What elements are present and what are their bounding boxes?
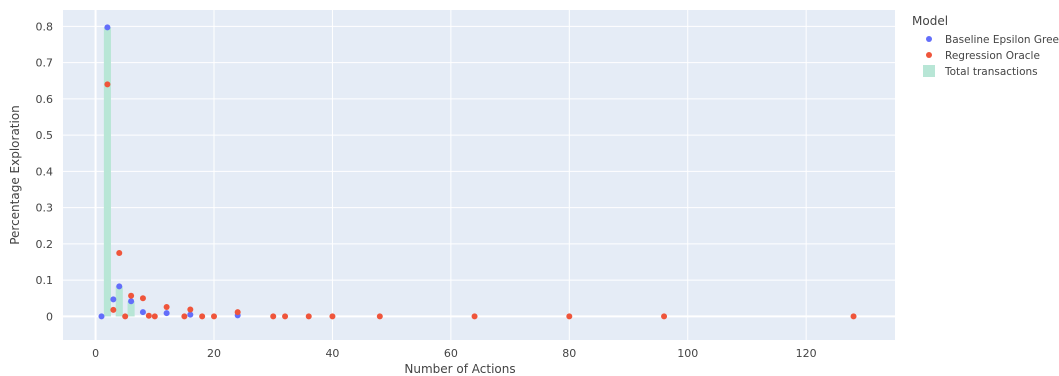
data-point xyxy=(199,313,206,320)
data-point xyxy=(163,310,170,317)
data-point xyxy=(110,306,117,313)
x-tick-label: 40 xyxy=(325,347,339,360)
bar xyxy=(103,27,111,317)
data-point xyxy=(145,312,152,319)
y-tick-label: 0.3 xyxy=(36,202,54,215)
data-point xyxy=(566,313,573,320)
x-tick-label: 100 xyxy=(677,347,698,360)
data-point xyxy=(234,309,241,316)
plot-background xyxy=(63,10,895,340)
legend-label: Baseline Epsilon Greedy xyxy=(945,34,1059,46)
data-point xyxy=(305,313,312,320)
data-point xyxy=(661,313,668,320)
data-point xyxy=(128,298,135,305)
y-axis-title: Percentage Exploration xyxy=(8,105,22,245)
x-tick-label: 0 xyxy=(92,347,99,360)
y-tick-label: 0.4 xyxy=(36,165,54,178)
legend-swatch xyxy=(923,65,935,77)
data-point xyxy=(187,306,194,313)
x-tick-label: 20 xyxy=(207,347,221,360)
legend-marker xyxy=(926,52,932,58)
data-point xyxy=(181,313,188,320)
data-point xyxy=(270,313,277,320)
data-point xyxy=(128,292,135,299)
legend-title: Model xyxy=(912,14,948,28)
grid xyxy=(63,10,895,340)
x-tick-label: 120 xyxy=(796,347,817,360)
data-point xyxy=(110,296,117,303)
bar xyxy=(115,286,123,317)
x-tick-label: 60 xyxy=(444,347,458,360)
y-tick-label: 0.6 xyxy=(36,93,54,106)
data-point xyxy=(850,313,857,320)
legend: Model Baseline Epsilon Greedy Regression … xyxy=(912,14,1059,78)
data-point xyxy=(104,81,111,88)
points xyxy=(98,24,857,320)
data-point xyxy=(151,313,158,320)
y-tick-label: 0.2 xyxy=(36,238,54,251)
legend-label: Regression Oracle xyxy=(945,50,1040,62)
data-point xyxy=(104,24,111,31)
y-ticks: 0 0.1 0.2 0.3 0.4 0.5 0.6 0.7 0.8 xyxy=(36,20,54,323)
data-point xyxy=(139,295,146,302)
legend-items: Baseline Epsilon Greedy Regression Oracle… xyxy=(923,34,1059,78)
bars xyxy=(103,27,135,317)
legend-marker xyxy=(926,36,932,42)
y-tick-label: 0.7 xyxy=(36,57,54,70)
x-ticks: 0 20 40 60 80 100 120 xyxy=(92,347,817,360)
data-point xyxy=(211,313,218,320)
y-tick-label: 0.8 xyxy=(36,20,54,33)
bar xyxy=(127,301,135,317)
data-point xyxy=(122,313,129,320)
data-point xyxy=(329,313,336,320)
data-point xyxy=(116,249,123,256)
data-point xyxy=(116,283,123,290)
data-point xyxy=(139,309,146,316)
data-point xyxy=(187,311,194,318)
data-point xyxy=(98,313,105,320)
data-point xyxy=(471,313,478,320)
data-point xyxy=(282,313,289,320)
data-point xyxy=(163,304,170,310)
y-tick-label: 0 xyxy=(46,310,53,323)
y-tick-label: 0.1 xyxy=(36,274,54,287)
data-point xyxy=(376,313,383,320)
x-axis-title: Number of Actions xyxy=(404,362,515,376)
y-tick-label: 0.5 xyxy=(36,129,54,142)
x-tick-label: 80 xyxy=(562,347,576,360)
legend-label: Total transactions xyxy=(944,66,1038,78)
